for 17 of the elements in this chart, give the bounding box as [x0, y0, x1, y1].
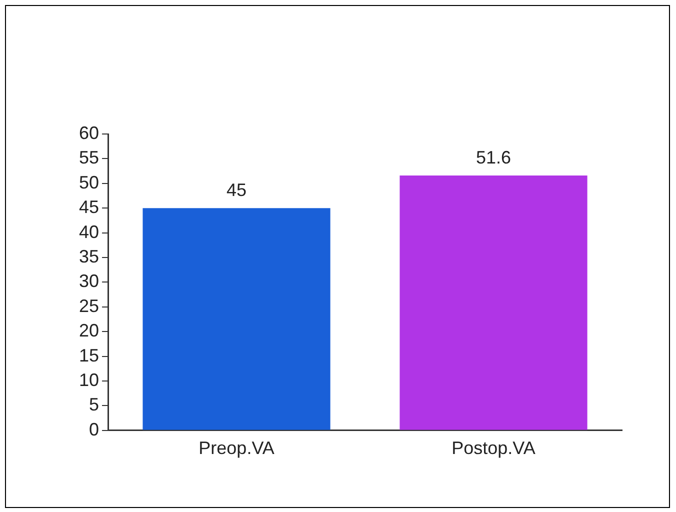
y-tick-label: 20: [78, 320, 100, 341]
y-tick-label: 40: [78, 222, 100, 242]
y-tick-label: 10: [78, 370, 100, 390]
x-tick-label: Postop.VA: [452, 438, 536, 458]
y-tick-label: 30: [78, 271, 100, 292]
x-tick-label: Preop.VA: [198, 438, 274, 458]
y-tick-label: 50: [78, 172, 100, 192]
y-tick-label: 45: [78, 197, 100, 218]
data-label: 45: [226, 180, 247, 200]
y-tick-label: 5: [89, 394, 100, 415]
y-tick-label: 60: [78, 122, 100, 143]
y-tick-label: 55: [78, 148, 100, 168]
y-tick-label: 0: [89, 419, 100, 440]
y-tick-label: 15: [78, 345, 100, 366]
y-tick-label: 35: [78, 246, 100, 266]
y-tick-label: 25: [78, 296, 100, 316]
data-label: 51.6: [476, 147, 512, 168]
